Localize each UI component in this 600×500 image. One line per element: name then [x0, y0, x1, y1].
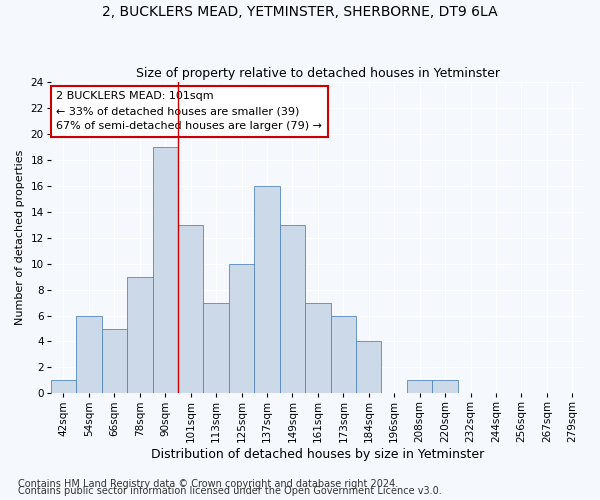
- Bar: [203, 302, 229, 394]
- Text: Contains HM Land Registry data © Crown copyright and database right 2024.: Contains HM Land Registry data © Crown c…: [18, 479, 398, 489]
- Text: Contains public sector information licensed under the Open Government Licence v3: Contains public sector information licen…: [18, 486, 442, 496]
- X-axis label: Distribution of detached houses by size in Yetminster: Distribution of detached houses by size …: [151, 448, 485, 461]
- Y-axis label: Number of detached properties: Number of detached properties: [15, 150, 25, 326]
- Text: 2 BUCKLERS MEAD: 101sqm
← 33% of detached houses are smaller (39)
67% of semi-de: 2 BUCKLERS MEAD: 101sqm ← 33% of detache…: [56, 92, 322, 131]
- Bar: [407, 380, 433, 394]
- Bar: [280, 224, 305, 394]
- Bar: [178, 224, 203, 394]
- Text: 2, BUCKLERS MEAD, YETMINSTER, SHERBORNE, DT9 6LA: 2, BUCKLERS MEAD, YETMINSTER, SHERBORNE,…: [102, 5, 498, 19]
- Bar: [152, 147, 178, 394]
- Bar: [229, 264, 254, 394]
- Bar: [51, 380, 76, 394]
- Bar: [305, 302, 331, 394]
- Bar: [127, 276, 152, 394]
- Bar: [101, 328, 127, 394]
- Bar: [356, 342, 382, 394]
- Bar: [254, 186, 280, 394]
- Title: Size of property relative to detached houses in Yetminster: Size of property relative to detached ho…: [136, 66, 500, 80]
- Bar: [433, 380, 458, 394]
- Bar: [76, 316, 101, 394]
- Bar: [331, 316, 356, 394]
